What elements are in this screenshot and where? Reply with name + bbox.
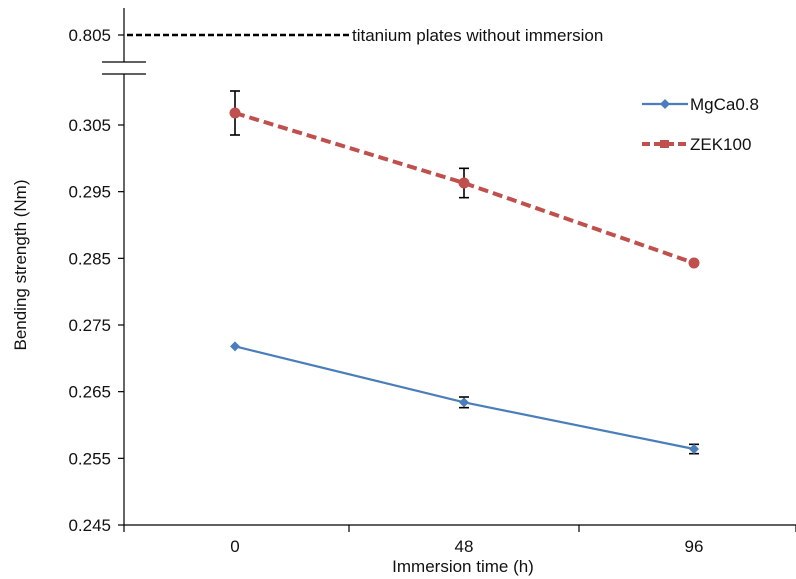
y-tick-label: 0.255 <box>68 449 111 468</box>
y-tick-label: 0.245 <box>68 516 111 535</box>
legend-marker-zek100 <box>660 140 669 148</box>
legend-marker-mgca0-8 <box>660 99 670 109</box>
x-tick-label: 0 <box>230 537 239 556</box>
legend-label-zek100: ZEK100 <box>690 135 751 154</box>
y-tick-label: 0.285 <box>68 249 111 268</box>
y-tick-label: 0.295 <box>68 183 111 202</box>
x-axis-title: Immersion time (h) <box>392 557 534 576</box>
data-point-zek100 <box>458 177 470 189</box>
series-mgca0-8 <box>230 341 699 455</box>
y-tick-label: 0.305 <box>68 116 111 135</box>
data-point-zek100 <box>688 257 700 269</box>
x-tick-label: 96 <box>685 537 704 556</box>
y-tick-label: 0.265 <box>68 383 111 402</box>
y-tick-label: 0.275 <box>68 316 111 335</box>
y-tick-label: 0.805 <box>68 26 111 45</box>
data-point-mgca0-8 <box>459 397 469 408</box>
legend: MgCa0.8 ZEK100 <box>642 95 759 154</box>
series-layer <box>229 90 700 455</box>
data-point-mgca0-8 <box>230 341 240 352</box>
axes: 0.245 0.255 0.265 0.275 0.285 0.295 0.305 0.805… <box>11 8 796 576</box>
legend-label-mgca0-8: MgCa0.8 <box>690 95 759 114</box>
series-zek100 <box>229 90 700 269</box>
series-line-zek100 <box>234 111 695 265</box>
data-point-mgca0-8 <box>689 444 699 454</box>
x-tick-label: 48 <box>455 537 474 556</box>
reference-line-label: titanium plates without immersion <box>352 26 603 45</box>
data-point-zek100 <box>229 107 241 119</box>
reference-layer: titanium plates without immersion <box>127 26 603 45</box>
y-axis-title: Bending strength (Nm) <box>11 179 30 350</box>
